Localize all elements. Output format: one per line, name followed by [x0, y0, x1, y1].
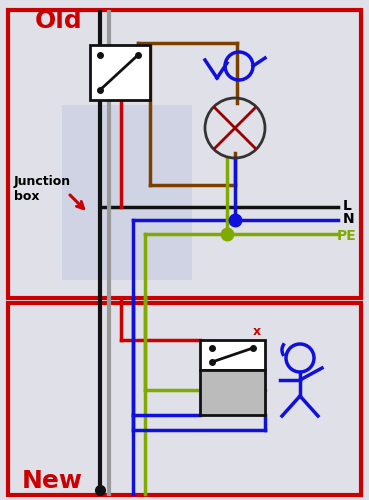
Bar	[62, 105, 192, 280]
Bar	[90, 45, 150, 100]
Text: Junction
box: Junction box	[14, 175, 71, 203]
Bar	[8, 10, 361, 298]
Bar	[200, 340, 265, 370]
Bar	[8, 303, 361, 495]
Text: N: N	[343, 212, 355, 226]
Bar	[200, 370, 265, 415]
Text: New: New	[22, 469, 83, 493]
Text: L: L	[343, 199, 352, 213]
Text: PE: PE	[337, 229, 357, 243]
Text: Old: Old	[35, 9, 83, 33]
Text: x: x	[253, 325, 261, 338]
